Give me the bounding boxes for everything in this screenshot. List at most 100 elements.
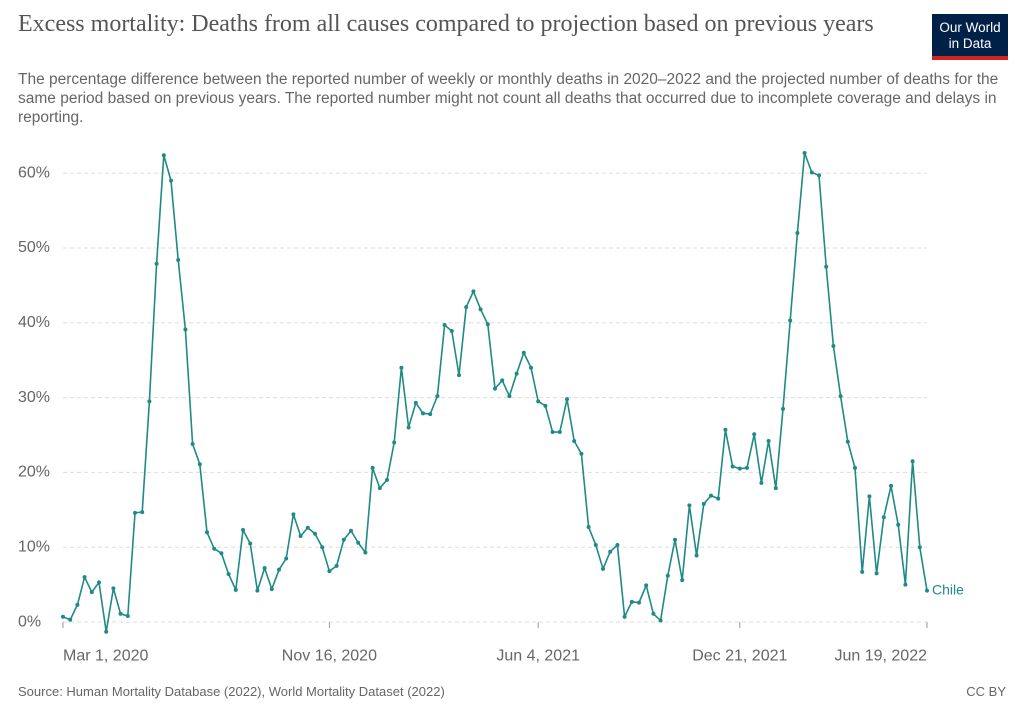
point [493,386,497,391]
point [651,611,656,616]
point [385,477,389,482]
point [68,617,73,622]
point [550,430,555,435]
point [543,403,548,408]
point [370,465,375,470]
point [896,522,901,527]
point [212,546,217,551]
point [781,406,785,411]
point [233,587,238,592]
point [838,394,843,399]
point [860,569,865,574]
point [428,412,433,417]
point [831,343,836,348]
point [111,586,116,591]
point [889,483,893,488]
point [205,530,209,535]
point [190,441,195,446]
point [745,465,749,470]
point [320,545,325,550]
point [169,178,173,183]
point [608,549,613,554]
point [737,466,742,471]
point [766,439,771,444]
point [61,614,65,619]
y-tick-label: 60% [18,164,50,181]
point [925,588,929,593]
point [442,323,447,328]
source: Source: Human Mortality Database (2022),… [18,684,445,699]
point [262,566,267,571]
point [334,563,339,568]
point [658,618,663,623]
point [406,425,411,430]
point [125,614,130,619]
point [665,573,670,578]
point [313,531,317,536]
point [183,327,188,332]
point [392,440,397,445]
y-tick-label: 30% [18,389,50,406]
point [716,496,721,501]
point [557,430,562,435]
point [327,569,332,574]
point [673,537,677,542]
point [255,588,260,593]
point [565,397,569,402]
chart-title: Excess mortality: Deaths from all causes… [18,11,874,37]
point [759,480,764,485]
point [817,173,821,178]
point [97,580,101,585]
point [363,550,368,555]
y-tick-label: 50% [18,239,50,256]
point [521,350,526,355]
point [644,583,649,588]
point [622,614,627,619]
point [730,464,735,469]
point [349,528,353,533]
y-tick-label: 40% [18,314,50,331]
point [910,459,915,464]
point [752,432,757,437]
chart: 0% 10% 20% 30% 40% 50% 60% Mar 1, 2020 Nov 16, 2… [18,150,964,664]
point [694,553,699,558]
point [449,329,454,334]
logo-line: Our World [939,20,1001,35]
point [788,318,793,323]
point [514,371,519,376]
point [421,411,425,416]
point [795,231,800,236]
point [687,503,692,508]
point [903,582,908,587]
point [471,289,476,294]
point [161,153,166,158]
license: CC BY [966,684,1006,699]
point [529,365,533,370]
point [464,305,469,310]
point [154,261,159,266]
x-tick-label: Jun 19, 2022 [834,647,927,664]
logo[interactable]: Our World in Data [932,14,1008,60]
point [341,537,346,542]
point [680,578,685,583]
point [874,571,879,576]
point [75,602,80,607]
point [853,465,857,470]
point [917,545,922,550]
point [579,451,584,456]
point [435,394,440,399]
point [500,378,505,383]
x-tick-label: Jun 4, 2021 [496,647,580,664]
point [845,439,850,444]
point [277,567,281,572]
point [226,572,231,577]
point [399,365,404,370]
point [133,510,137,515]
point [586,525,591,530]
point [269,587,274,592]
point [572,439,577,444]
point [601,566,605,571]
point [284,556,289,561]
point [536,399,541,404]
point [118,611,123,616]
